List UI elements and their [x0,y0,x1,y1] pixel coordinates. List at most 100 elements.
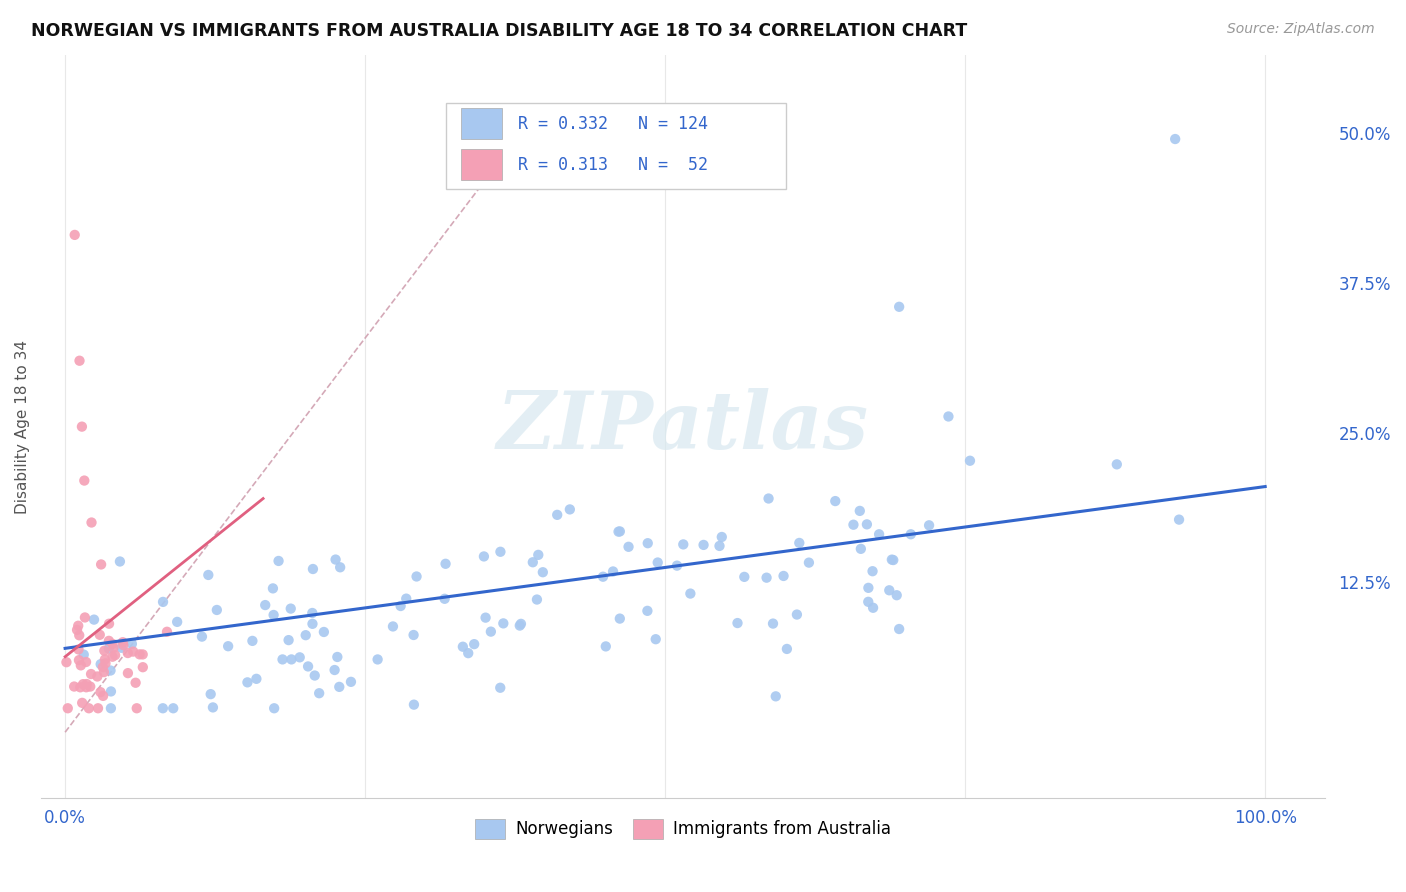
Point [63,680,86,694]
Point [434,557,457,571]
Point [132,660,155,674]
Point [262,582,284,596]
Point [267,554,290,568]
Point [200,687,222,701]
Point [592,570,614,584]
Point [326,650,349,665]
Point [152,701,174,715]
Point [862,564,884,578]
Point [162,701,184,715]
Point [842,517,865,532]
Point [665,558,688,573]
Point [166,615,188,629]
Point [75,655,97,669]
Point [637,536,659,550]
Point [73,648,96,662]
Point [75,680,97,694]
Point [90,558,112,572]
Point [69,353,91,368]
Point [402,628,425,642]
Point [236,675,259,690]
Point [405,569,427,583]
Point [457,646,479,660]
Text: NORWEGIAN VS IMMIGRANTS FROM AUSTRALIA DISABILITY AGE 18 TO 34 CORRELATION CHART: NORWEGIAN VS IMMIGRANTS FROM AUSTRALIA D… [31,22,967,40]
Point [472,549,495,564]
Point [531,566,554,580]
Point [849,504,872,518]
Point [862,600,884,615]
Point [389,599,412,613]
Point [889,300,911,314]
Point [636,604,658,618]
Point [1164,132,1187,146]
Point [288,650,311,665]
Point [121,637,143,651]
Point [101,649,124,664]
Point [93,665,115,679]
Point [329,560,352,574]
Legend: Norwegians, Immigrants from Australia: Norwegians, Immigrants from Australia [468,812,898,846]
Point [367,652,389,666]
Point [786,607,808,622]
Point [122,644,145,658]
Point [889,622,911,636]
Point [402,698,425,712]
Point [110,640,132,655]
Point [90,657,112,672]
Point [263,701,285,715]
Point [205,603,228,617]
Point [89,685,111,699]
Point [312,624,335,639]
Point [108,554,131,568]
Point [886,588,908,602]
Text: R = 0.332   N = 124: R = 0.332 N = 124 [517,115,707,133]
Point [308,686,330,700]
Point [849,541,872,556]
Point [765,690,787,704]
Point [70,696,93,710]
Point [727,615,749,630]
Point [73,474,96,488]
Point [856,517,879,532]
Point [100,701,122,715]
Point [672,537,695,551]
Point [124,675,146,690]
Point [67,628,90,642]
Point [91,689,114,703]
Point [959,454,981,468]
Point [602,565,624,579]
Point [609,612,631,626]
Point [72,677,94,691]
Point [824,494,846,508]
Point [1168,513,1191,527]
Point [489,545,512,559]
Text: Source: ZipAtlas.com: Source: ZipAtlas.com [1227,22,1375,37]
Point [776,642,799,657]
Point [80,516,103,530]
Point [83,613,105,627]
Point [938,409,960,424]
Point [111,635,134,649]
Point [709,539,731,553]
Point [787,536,810,550]
Point [131,648,153,662]
Point [263,607,285,622]
Point [254,598,277,612]
Point [340,674,363,689]
Point [79,680,101,694]
Point [509,618,531,632]
Point [328,680,350,694]
Point [197,568,219,582]
Point [73,610,96,624]
Point [70,419,93,434]
Point [858,595,880,609]
Point [294,628,316,642]
Point [117,666,139,681]
Point [67,653,90,667]
Point [710,530,733,544]
Point [1105,458,1128,472]
Point [56,701,79,715]
Point [97,641,120,656]
Point [644,632,666,647]
Point [301,606,323,620]
